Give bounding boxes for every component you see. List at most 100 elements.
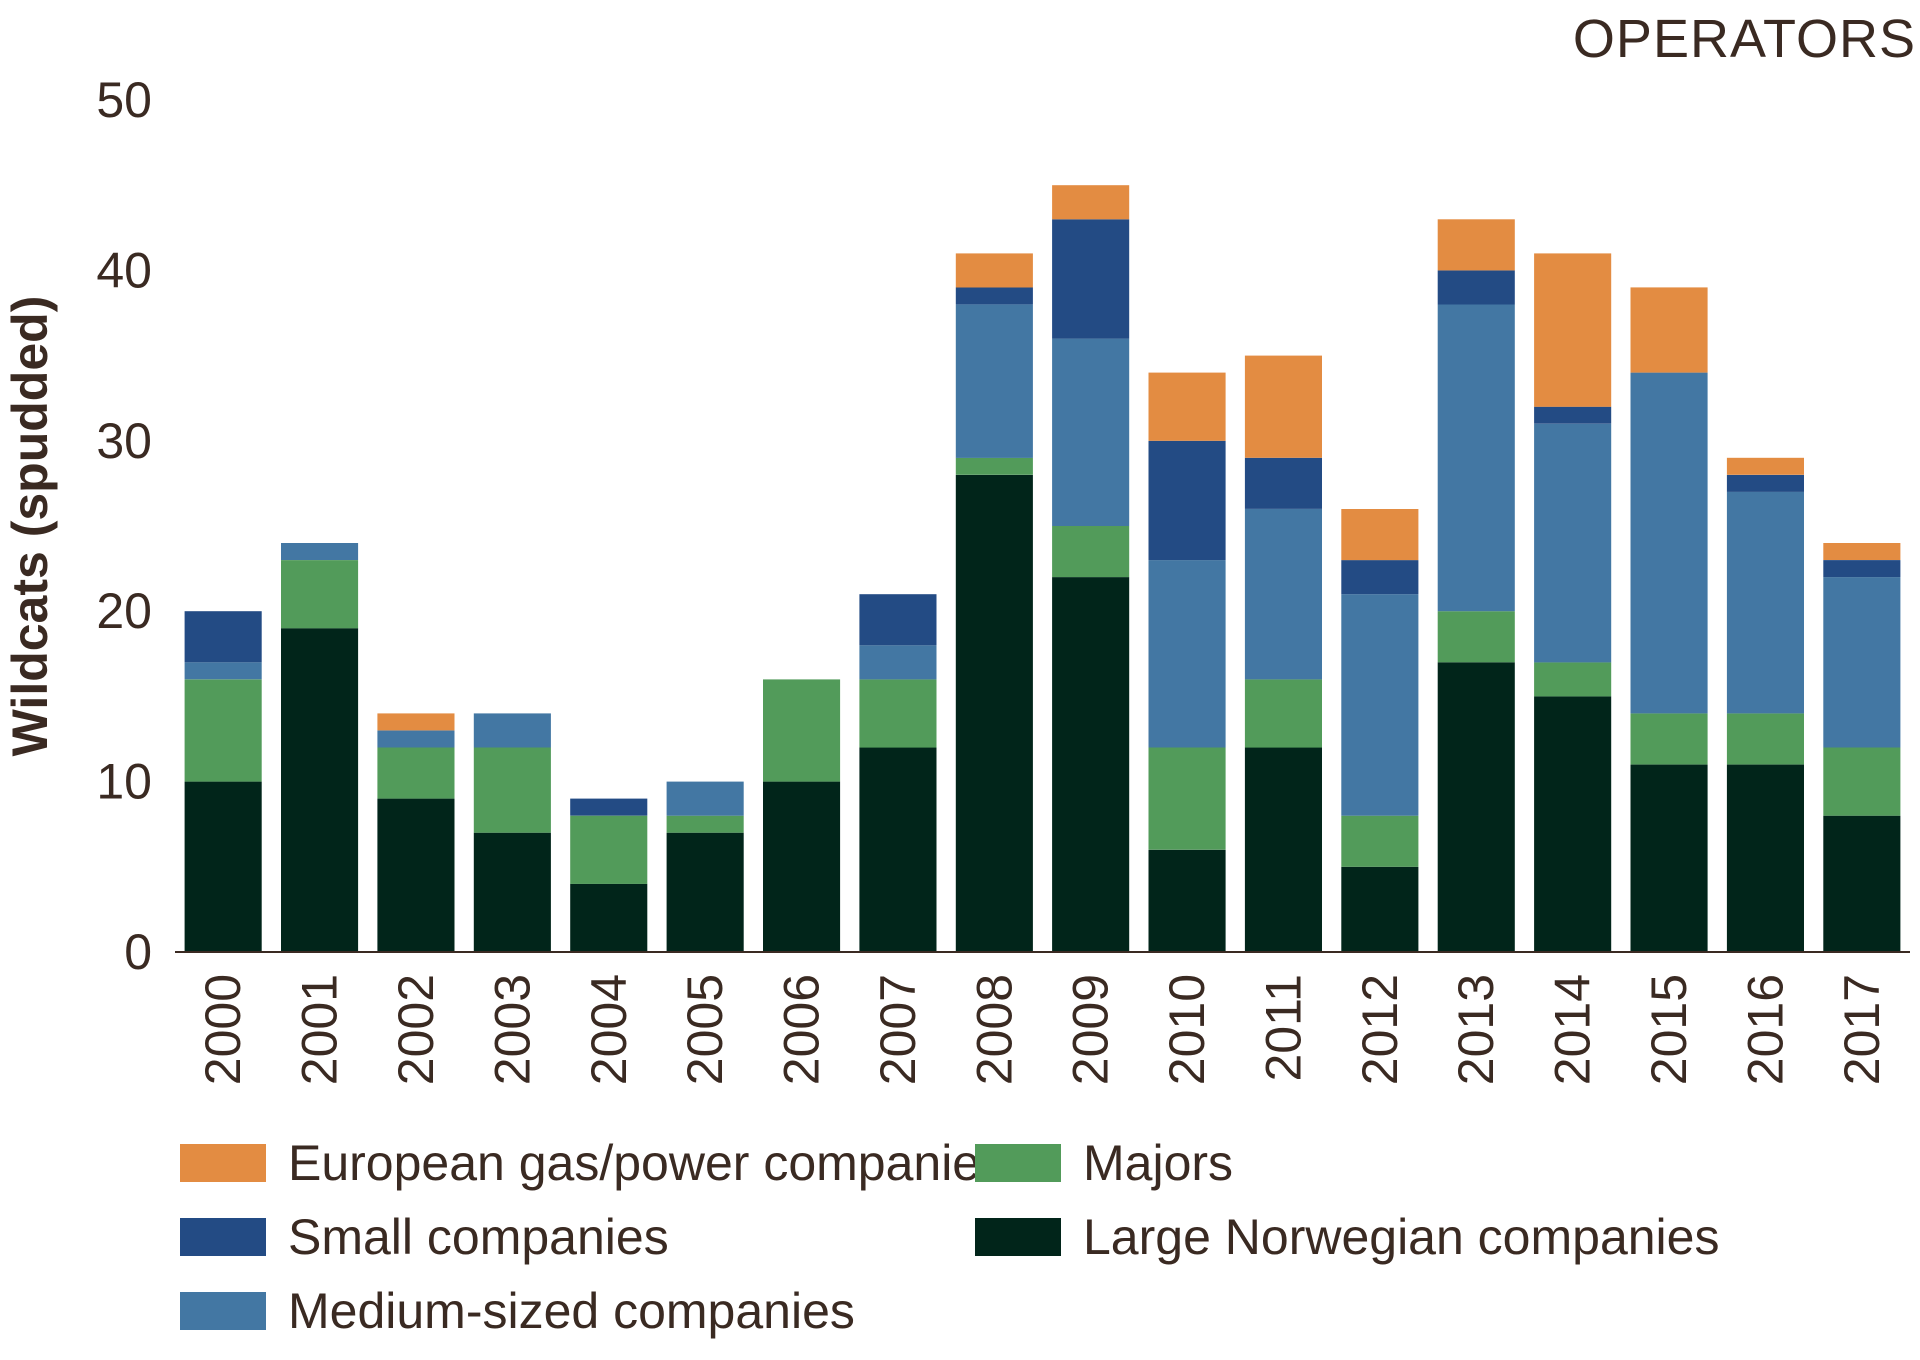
x-tick-label: 2010 bbox=[1159, 974, 1215, 1085]
bar-segment-2004-majors bbox=[570, 815, 648, 884]
bar-segment-2000-large-norwegian-companies bbox=[184, 781, 262, 952]
x-tick-label: 2008 bbox=[966, 974, 1022, 1085]
x-tick-label: 2013 bbox=[1448, 974, 1504, 1085]
legend-swatch bbox=[180, 1144, 266, 1182]
bar-segment-2004-small-companies bbox=[570, 798, 648, 816]
x-tick-label: 2005 bbox=[677, 974, 733, 1085]
bar-segment-2003-majors bbox=[473, 747, 551, 833]
bar-segment-2011-majors bbox=[1244, 679, 1322, 748]
bar-segment-2001-medium-sized-companies bbox=[281, 543, 359, 560]
bar-segment-2007-majors bbox=[859, 679, 937, 748]
x-tick-label: 2004 bbox=[581, 974, 637, 1085]
bar-segment-2013-small-companies bbox=[1437, 270, 1515, 305]
chart-title: OPERATORS bbox=[1572, 9, 1916, 69]
bar-segment-2013-medium-sized-companies bbox=[1437, 304, 1515, 612]
y-axis-label: Wildcats (spudded) bbox=[2, 296, 58, 757]
bar-segment-2000-medium-sized-companies bbox=[184, 662, 262, 680]
bar-segment-2009-small-companies bbox=[1052, 219, 1130, 339]
legend-item-small-companies: Small companies bbox=[180, 1202, 669, 1272]
bar-segment-2010-medium-sized-companies bbox=[1148, 560, 1226, 748]
bar-segment-2001-large-norwegian-companies bbox=[281, 628, 359, 952]
bar-segment-2007-medium-sized-companies bbox=[859, 645, 937, 680]
bar-segment-2002-large-norwegian-companies bbox=[377, 798, 455, 952]
bar-segment-2002-european-gas-power-companies bbox=[377, 713, 455, 731]
bar-segment-2008-large-norwegian-companies bbox=[955, 474, 1033, 952]
bar-segment-2011-large-norwegian-companies bbox=[1244, 747, 1322, 952]
bar-segment-2016-large-norwegian-companies bbox=[1726, 764, 1804, 952]
bar-segment-2009-majors bbox=[1052, 526, 1130, 578]
bar-segment-2016-medium-sized-companies bbox=[1726, 491, 1804, 714]
legend-label: European gas/power companies bbox=[288, 1135, 1006, 1191]
legend-label: Large Norwegian companies bbox=[1083, 1209, 1720, 1265]
bar-segment-2011-european-gas-power-companies bbox=[1244, 355, 1322, 458]
bar-segment-2008-majors bbox=[955, 457, 1033, 475]
x-tick-label: 2014 bbox=[1545, 974, 1601, 1085]
y-tick-label: 10 bbox=[96, 754, 152, 810]
legend-item-majors: Majors bbox=[975, 1128, 1233, 1198]
bar-segment-2003-large-norwegian-companies bbox=[473, 832, 551, 952]
bar-segment-2005-large-norwegian-companies bbox=[666, 832, 744, 952]
legend-label: Majors bbox=[1083, 1135, 1234, 1191]
y-tick-label: 50 bbox=[96, 72, 152, 128]
bar-segment-2015-majors bbox=[1630, 713, 1708, 765]
bar-segment-2012-large-norwegian-companies bbox=[1341, 866, 1419, 952]
bar-segment-2008-european-gas-power-companies bbox=[955, 253, 1033, 288]
bar-segment-2013-majors bbox=[1437, 611, 1515, 663]
bar-segment-2001-majors bbox=[281, 560, 359, 629]
bar-segment-2012-medium-sized-companies bbox=[1341, 594, 1419, 816]
bar-segment-2016-majors bbox=[1726, 713, 1804, 765]
bar-segment-2015-medium-sized-companies bbox=[1630, 372, 1708, 714]
bar-segment-2002-medium-sized-companies bbox=[377, 730, 455, 748]
bar-segment-2014-small-companies bbox=[1534, 406, 1612, 424]
bar-segment-2000-majors bbox=[184, 679, 262, 782]
bar-segment-2014-majors bbox=[1534, 662, 1612, 697]
bar-segment-2017-medium-sized-companies bbox=[1823, 577, 1901, 748]
bar-segment-2010-small-companies bbox=[1148, 440, 1226, 561]
x-tick-label: 2003 bbox=[484, 974, 540, 1085]
x-tick-label: 2016 bbox=[1737, 974, 1793, 1085]
bar-segment-2008-small-companies bbox=[955, 287, 1033, 305]
legend-item-large-norwegian-companies: Large Norwegian companies bbox=[975, 1202, 1719, 1272]
y-tick-label: 0 bbox=[124, 924, 152, 980]
bar-segment-2014-european-gas-power-companies bbox=[1534, 253, 1612, 407]
bar-segment-2017-european-gas-power-companies bbox=[1823, 543, 1901, 560]
bar-segment-2016-european-gas-power-companies bbox=[1726, 457, 1804, 475]
x-tick-label: 2011 bbox=[1256, 974, 1312, 1082]
x-tick-label: 2017 bbox=[1834, 974, 1890, 1085]
bar-segment-2006-majors bbox=[763, 679, 841, 782]
bar-segment-2007-large-norwegian-companies bbox=[859, 747, 937, 952]
bar-segment-2011-medium-sized-companies bbox=[1244, 509, 1322, 680]
bar-segment-2013-european-gas-power-companies bbox=[1437, 219, 1515, 271]
bar-segment-2009-european-gas-power-companies bbox=[1052, 185, 1130, 220]
bar-segment-2017-majors bbox=[1823, 747, 1901, 816]
x-tick-label: 2009 bbox=[1063, 974, 1119, 1085]
bar-segment-2015-large-norwegian-companies bbox=[1630, 764, 1708, 952]
legend: European gas/power companies Majors Small … bbox=[180, 1128, 1740, 1358]
x-tick-label: 2015 bbox=[1641, 974, 1697, 1085]
x-tick-label: 2007 bbox=[870, 974, 926, 1085]
bar-segment-2009-large-norwegian-companies bbox=[1052, 577, 1130, 952]
bar-segment-2008-medium-sized-companies bbox=[955, 304, 1033, 458]
chart-svg: 2000 2001 2002 2003 2004 2005 2006 2007 2008 2009… bbox=[2, 72, 1910, 1085]
x-tick-label: 2006 bbox=[774, 974, 830, 1085]
legend-swatch bbox=[975, 1218, 1061, 1256]
bar-segment-2003-medium-sized-companies bbox=[473, 713, 551, 748]
legend-label: Medium-sized companies bbox=[288, 1283, 855, 1339]
bar-segment-2012-small-companies bbox=[1341, 560, 1419, 595]
x-tick-label: 2012 bbox=[1352, 974, 1408, 1085]
x-tick-label: 2001 bbox=[292, 974, 348, 1085]
bar-segment-2012-european-gas-power-companies bbox=[1341, 509, 1419, 561]
bar-segment-2014-medium-sized-companies bbox=[1534, 423, 1612, 663]
bar-segment-2013-large-norwegian-companies bbox=[1437, 662, 1515, 952]
bar-segment-2000-small-companies bbox=[184, 611, 262, 663]
bar-segment-2016-small-companies bbox=[1726, 474, 1804, 492]
bar-segment-2017-large-norwegian-companies bbox=[1823, 815, 1901, 952]
y-tick-label: 20 bbox=[96, 583, 152, 639]
legend-swatch bbox=[180, 1218, 266, 1256]
bar-segment-2011-small-companies bbox=[1244, 457, 1322, 509]
x-tick-label: 2000 bbox=[195, 974, 251, 1085]
bar-segment-2010-european-gas-power-companies bbox=[1148, 372, 1226, 441]
bar-segment-2006-large-norwegian-companies bbox=[763, 781, 841, 952]
bar-segment-2012-majors bbox=[1341, 815, 1419, 867]
